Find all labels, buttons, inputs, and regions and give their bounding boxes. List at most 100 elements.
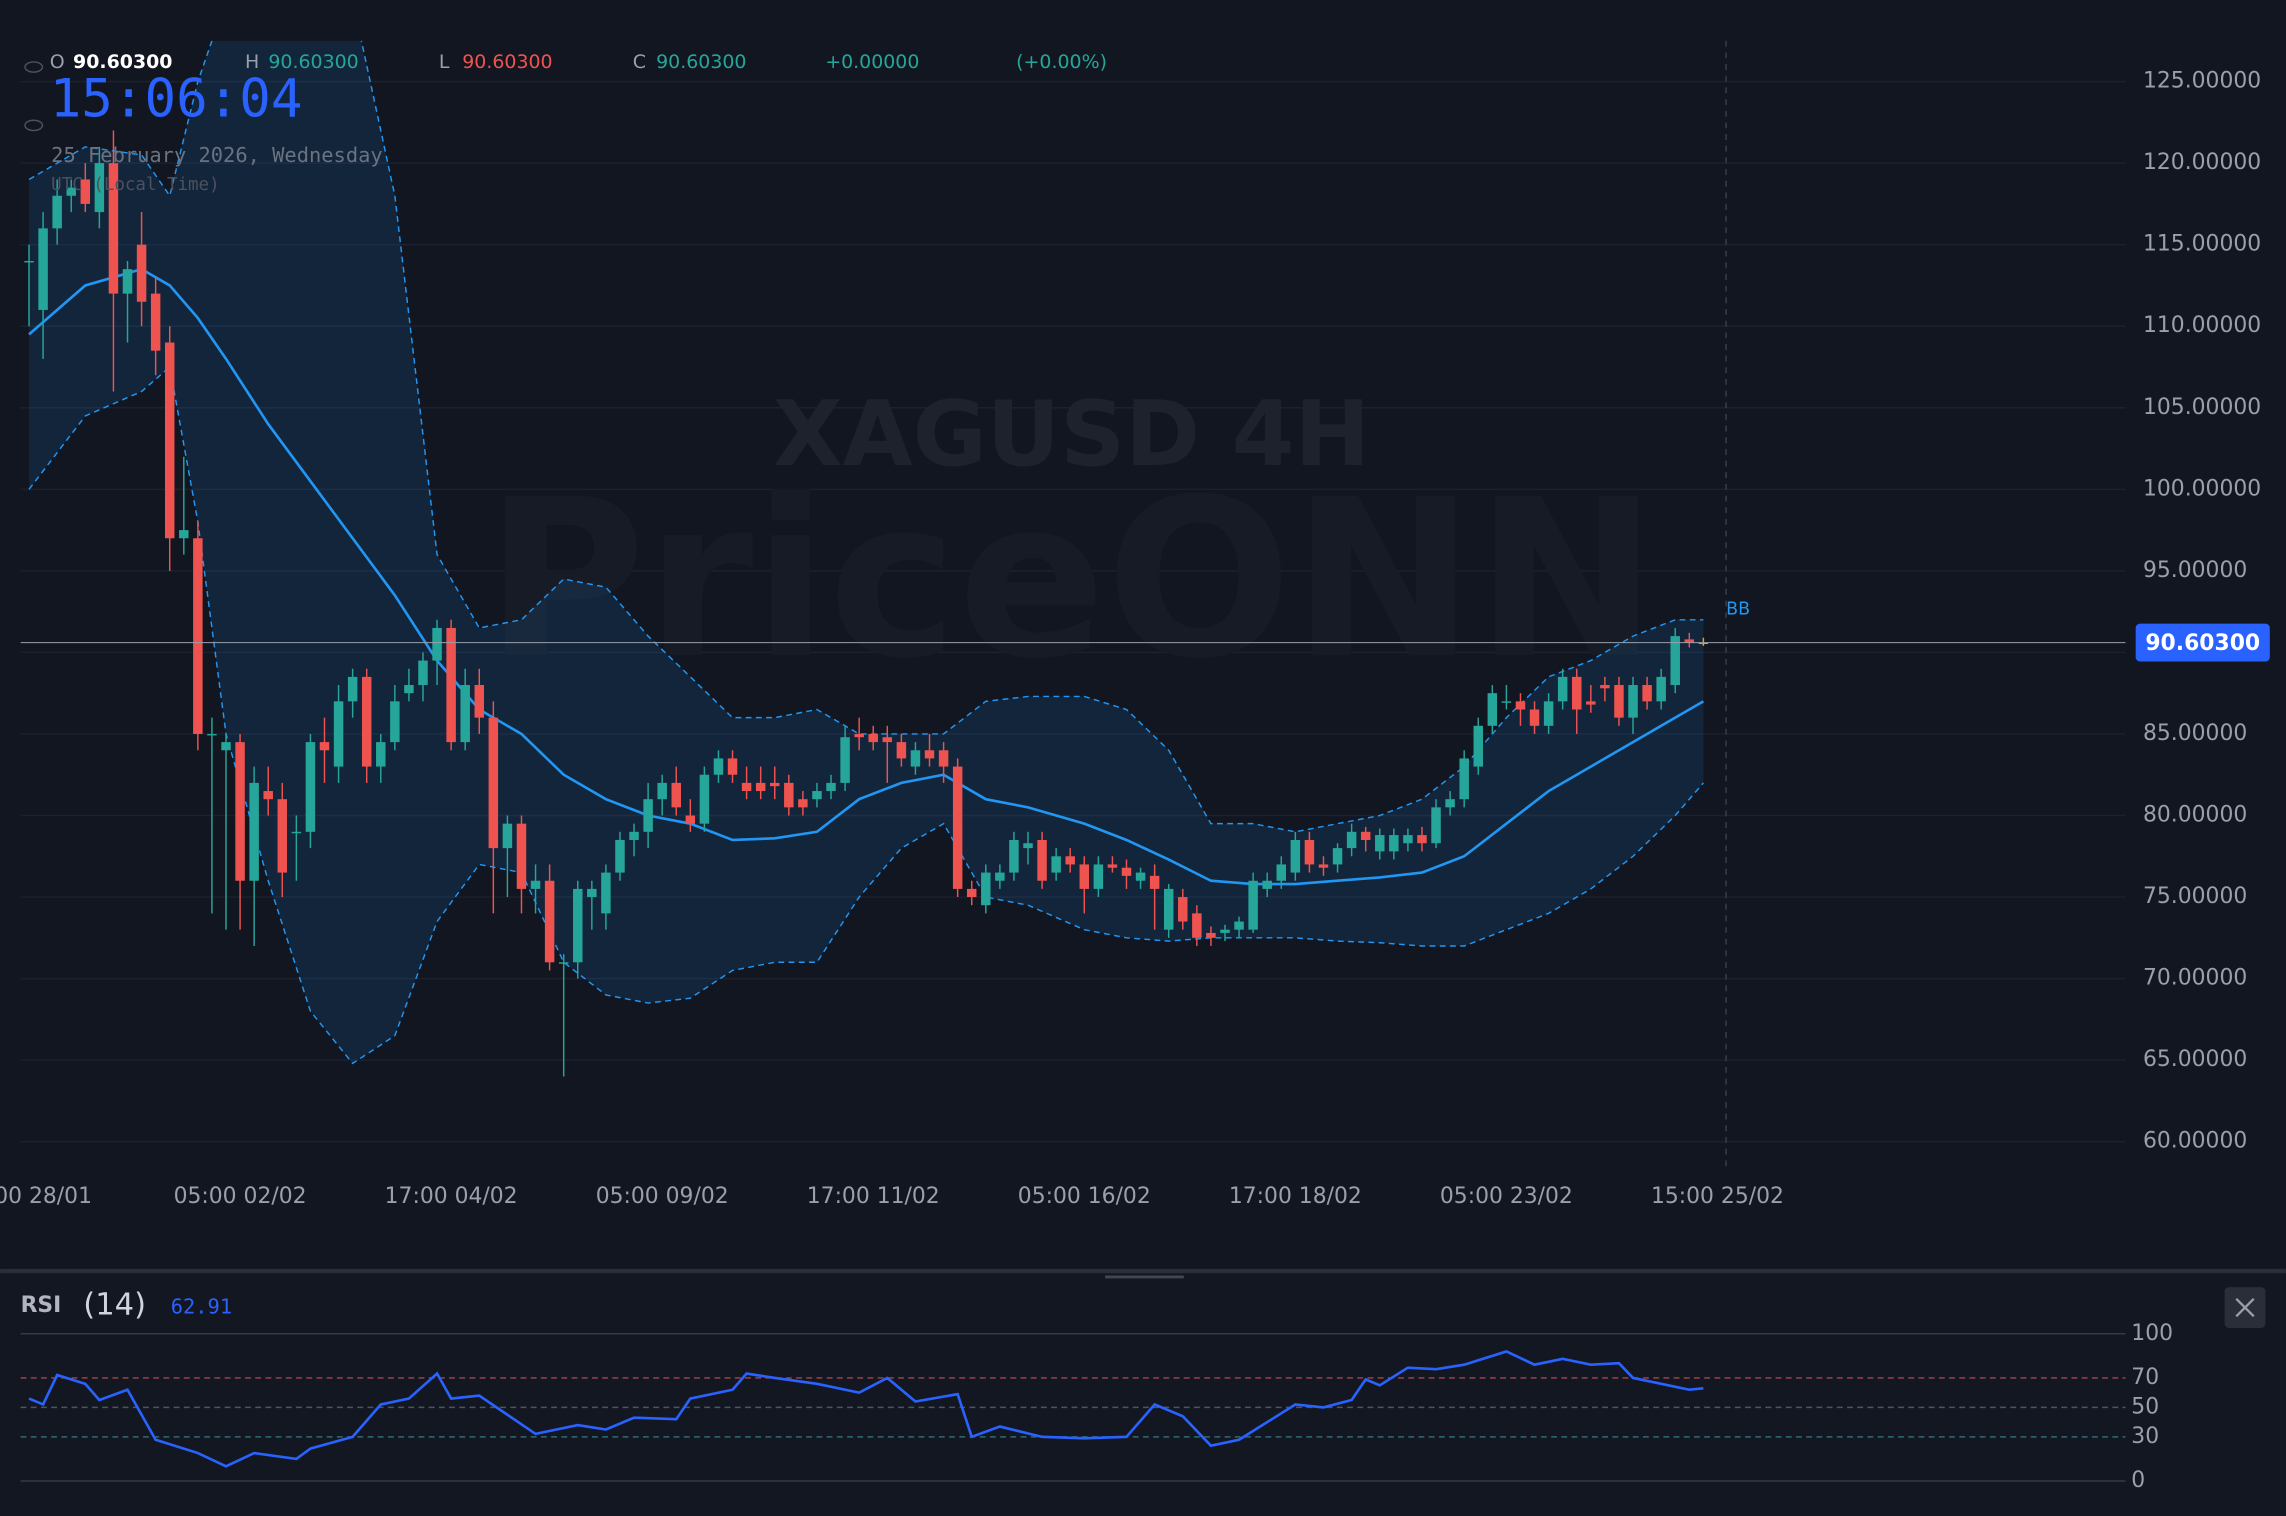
clock: 15:06:04 [50, 69, 303, 130]
candle-body [263, 791, 273, 800]
candle-body [713, 758, 724, 775]
x-tick-label: 17:00 18/02 [1229, 1184, 1362, 1209]
candle-body [1206, 932, 1216, 938]
candle-body [179, 530, 189, 539]
rsi-tick-label: 70 [2131, 1365, 2159, 1390]
candle-body [404, 685, 414, 694]
x-tick-label: 17:00 04/02 [385, 1184, 518, 1209]
candle-body [108, 163, 119, 294]
candle-body [1586, 701, 1596, 705]
candle-body [460, 685, 470, 743]
candle-body [291, 831, 302, 834]
candle-body [671, 782, 681, 808]
candle-body [1670, 636, 1680, 686]
candle-body [1332, 848, 1343, 865]
y-tick-label: 115.00000 [2143, 232, 2261, 257]
ohlc-value: 90.60300 [268, 51, 358, 73]
candle-body [1501, 701, 1512, 703]
candle-body [587, 888, 597, 898]
candle-body [1529, 709, 1540, 726]
candle-body [1093, 864, 1104, 889]
candle-body [1234, 921, 1244, 930]
ohlc-label: L [439, 51, 450, 73]
candle-body [446, 627, 456, 743]
candle-body [136, 244, 147, 302]
rsi-plot: 100 70 50 30 0 [20, 1321, 2173, 1493]
y-tick-label: 60.00000 [2143, 1129, 2247, 1154]
rsi-pane [0, 1268, 2286, 1516]
candle-body [1656, 676, 1666, 702]
candle-body [1192, 913, 1202, 938]
candle-body [235, 742, 245, 881]
candle-body [164, 342, 175, 539]
y-tick-label: 70.00000 [2143, 966, 2247, 991]
candle-body [896, 742, 907, 759]
ohlc-value: 90.60300 [462, 51, 552, 73]
candle-body [361, 676, 372, 767]
candle-body [38, 228, 48, 310]
candle-body [699, 774, 710, 824]
timezone: UTC (Local Time) [51, 175, 219, 195]
candle-body [1600, 685, 1610, 689]
candle-body [1487, 693, 1498, 726]
ohlc-label: C [633, 51, 646, 73]
candle-body [333, 701, 344, 767]
rsi-tick-label: 30 [2131, 1424, 2159, 1449]
y-tick-label: 95.00000 [2143, 558, 2247, 583]
x-tick-label: 00 28/01 [0, 1184, 92, 1209]
candle-body [1065, 856, 1075, 865]
ohlc-label: O [50, 51, 65, 73]
candle-body [1614, 685, 1624, 718]
candle-body [1698, 642, 1709, 645]
y-tick-label: 100.00000 [2143, 476, 2261, 501]
candle-body [770, 782, 780, 787]
candle-body [1220, 929, 1230, 933]
close-button[interactable] [2224, 1287, 2266, 1328]
rsi-tick-label: 100 [2131, 1321, 2173, 1346]
price-label-bg [2135, 623, 2270, 662]
candle-body [995, 872, 1005, 881]
price-label: 90.60300 [2145, 631, 2260, 656]
candle-body [1346, 831, 1357, 849]
candle-body [1079, 864, 1090, 889]
candle-body [1628, 685, 1638, 718]
x-tick-label: 15:00 25/02 [1651, 1184, 1784, 1209]
rsi-tick-label: 0 [2131, 1468, 2145, 1493]
change-pct: (+0.00%) [1016, 51, 1107, 73]
candle-body [1557, 676, 1568, 702]
candle-body [1572, 676, 1582, 710]
candle-body [221, 742, 231, 751]
candle-body [1276, 864, 1287, 881]
candle-body [66, 187, 76, 196]
candle-body [685, 815, 696, 824]
candle-body [755, 782, 766, 792]
candle-body [840, 737, 850, 783]
candle-body [1135, 872, 1146, 881]
close-icon[interactable] [2235, 1297, 2255, 1318]
brand-watermark: PriceONN [485, 452, 1658, 707]
rsi-period: (14) [83, 1288, 146, 1323]
candle-body [52, 195, 62, 229]
candle-body [1037, 839, 1047, 881]
candle-body [305, 742, 316, 832]
candle-body [1304, 839, 1315, 865]
candle-body [1248, 880, 1258, 930]
date: 25 February 2026, Wednesday [51, 143, 382, 167]
candle-body [966, 888, 977, 898]
candle-body [122, 269, 133, 294]
candle-body [798, 799, 808, 808]
candle-body [1318, 864, 1329, 868]
candle-body [1473, 725, 1483, 767]
candle-body [629, 831, 639, 840]
change: +0.00000 [825, 51, 919, 73]
candle-body [1262, 880, 1272, 889]
candle-body [1515, 701, 1526, 710]
candle-body [952, 766, 963, 889]
plot-area [24, 40, 1709, 1077]
candle-body [1023, 843, 1033, 849]
symbol-watermark: XAGUSD 4H [773, 382, 1370, 487]
bb-upper [28, 40, 1704, 833]
ohlc-label: H [245, 51, 259, 73]
candle-body [727, 758, 738, 775]
